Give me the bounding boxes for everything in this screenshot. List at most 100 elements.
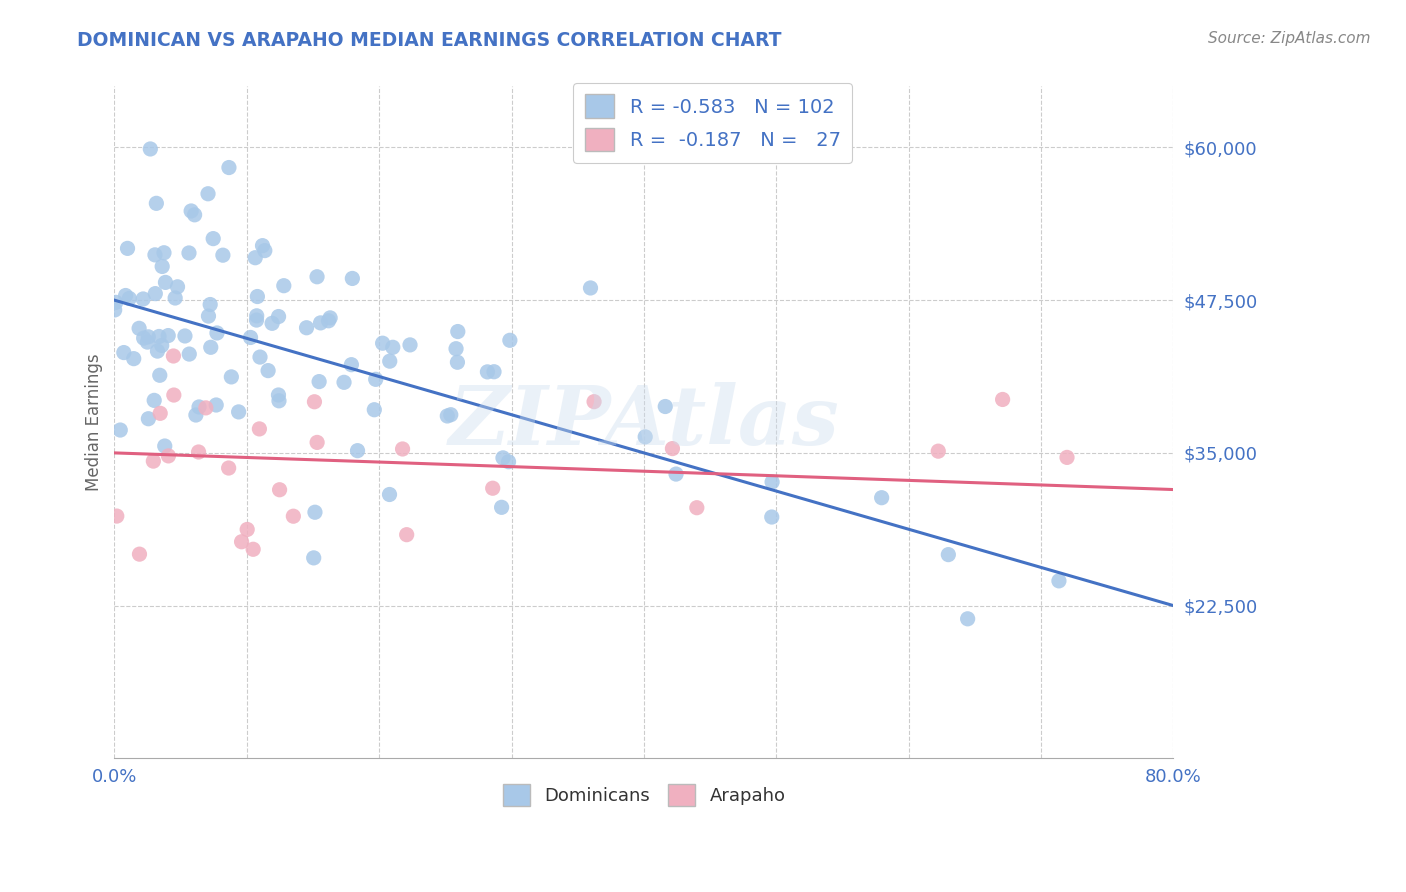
Point [447, 325, 470, 339]
Point [318, 314, 340, 328]
Point [231, 534, 253, 549]
Point [197, 186, 219, 201]
Point [378, 487, 401, 501]
Point [395, 527, 418, 541]
Point [307, 435, 329, 450]
Point [309, 316, 332, 330]
Point [183, 208, 205, 222]
Point [218, 161, 240, 175]
Point [143, 393, 166, 408]
Point [363, 402, 385, 417]
Point [149, 368, 172, 383]
Point [148, 329, 170, 343]
Point [228, 405, 250, 419]
Point [956, 612, 979, 626]
Point [218, 461, 240, 475]
Point [436, 409, 458, 423]
Point [499, 334, 522, 348]
Point [269, 483, 291, 497]
Point [267, 388, 290, 402]
Point [245, 313, 267, 327]
Point [340, 358, 363, 372]
Point [166, 280, 188, 294]
Point [122, 351, 145, 366]
Point [246, 289, 269, 303]
Point [319, 310, 342, 325]
Point [139, 142, 162, 156]
Point [143, 248, 166, 262]
Point [112, 345, 135, 359]
Point [446, 355, 468, 369]
Point [205, 398, 228, 412]
Point [221, 370, 243, 384]
Point [239, 330, 262, 344]
Point [198, 297, 221, 311]
Point [381, 340, 404, 354]
Point [242, 542, 264, 557]
Point [492, 450, 515, 465]
Point [761, 475, 783, 489]
Point [295, 320, 318, 334]
Point [761, 510, 783, 524]
Point [180, 204, 202, 219]
Point [194, 401, 217, 415]
Point [157, 328, 180, 343]
Point [165, 291, 187, 305]
Point [252, 238, 274, 252]
Point [197, 309, 219, 323]
Text: Source: ZipAtlas.com: Source: ZipAtlas.com [1208, 31, 1371, 46]
Point [202, 232, 225, 246]
Point [371, 336, 394, 351]
Point [654, 400, 676, 414]
Point [444, 342, 467, 356]
Point [308, 375, 330, 389]
Point [579, 281, 602, 295]
Point [262, 316, 284, 330]
Point [150, 338, 173, 352]
Text: DOMINICAN VS ARAPAHO MEDIAN EARNINGS CORRELATION CHART: DOMINICAN VS ARAPAHO MEDIAN EARNINGS COR… [77, 31, 782, 50]
Point [283, 509, 305, 524]
Point [138, 411, 160, 425]
Point [143, 286, 166, 301]
Point [142, 454, 165, 468]
Point [253, 244, 276, 258]
Point [132, 292, 155, 306]
Point [267, 310, 290, 324]
Point [634, 430, 657, 444]
Point [267, 393, 290, 408]
Point [273, 278, 295, 293]
Point [128, 321, 150, 335]
Point [378, 354, 401, 368]
Point [117, 241, 139, 255]
Point [665, 467, 688, 481]
Point [104, 302, 127, 317]
Point [482, 365, 505, 379]
Point [304, 394, 326, 409]
Point [391, 442, 413, 456]
Point [333, 376, 356, 390]
Point [498, 455, 520, 469]
Point [491, 500, 513, 515]
Text: ZIPAtlas: ZIPAtlas [449, 383, 839, 462]
Point [991, 392, 1014, 407]
Point [105, 509, 128, 524]
Point [104, 295, 127, 310]
Point [212, 248, 235, 262]
Point [346, 443, 368, 458]
Point [187, 445, 209, 459]
Y-axis label: Median Earnings: Median Earnings [86, 353, 103, 491]
Point [132, 331, 155, 345]
Point [114, 288, 136, 302]
Point [236, 523, 259, 537]
Point [118, 292, 141, 306]
Point [205, 326, 228, 340]
Point [174, 329, 197, 343]
Point [157, 449, 180, 463]
Point [247, 422, 270, 436]
Point [145, 196, 167, 211]
Point [184, 408, 207, 422]
Point [179, 347, 201, 361]
Point [1056, 450, 1078, 465]
Point [927, 444, 949, 458]
Point [583, 394, 606, 409]
